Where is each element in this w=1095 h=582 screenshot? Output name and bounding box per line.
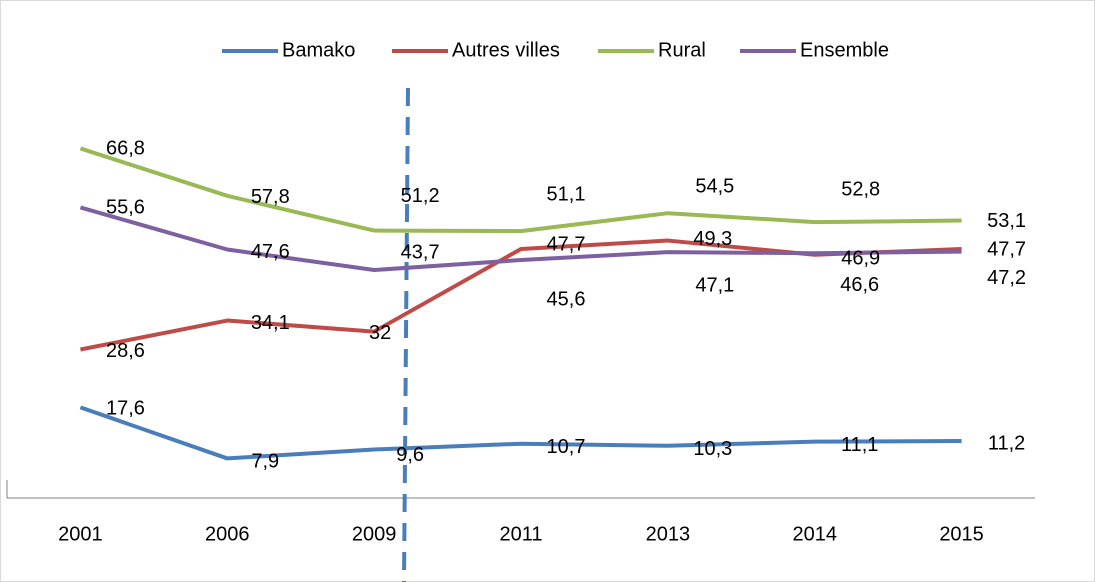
data-label: 51,1 bbox=[547, 183, 586, 205]
data-label: 54,5 bbox=[695, 175, 734, 197]
data-label: 46,9 bbox=[841, 247, 880, 269]
data-label: 11,1 bbox=[841, 434, 878, 456]
x-tick-label: 2006 bbox=[205, 523, 250, 545]
data-label: 47,2 bbox=[987, 267, 1026, 289]
data-label: 28,6 bbox=[106, 340, 145, 362]
data-label: 47,1 bbox=[695, 274, 734, 296]
data-label: 34,1 bbox=[251, 312, 290, 334]
data-label: 32 bbox=[369, 322, 391, 344]
data-label: 46,6 bbox=[840, 274, 879, 296]
data-label: 66,8 bbox=[106, 138, 145, 160]
data-label: 53,1 bbox=[987, 210, 1026, 232]
x-tick-label: 2014 bbox=[792, 523, 837, 545]
data-label: 17,6 bbox=[106, 398, 145, 420]
series-line bbox=[79, 146, 962, 234]
data-label: 52,8 bbox=[841, 178, 880, 200]
series-line bbox=[79, 205, 962, 273]
data-label: 10,3 bbox=[693, 438, 732, 460]
data-label: 43,7 bbox=[401, 241, 440, 263]
legend-label: Ensemble bbox=[800, 39, 889, 61]
legend-label: Autres villes bbox=[452, 39, 560, 61]
legend-label: Bamako bbox=[282, 39, 355, 61]
x-tick-label: 2001 bbox=[58, 523, 103, 545]
data-label: 47,6 bbox=[251, 241, 290, 263]
series-line bbox=[79, 405, 962, 461]
data-label: 10,7 bbox=[547, 436, 586, 458]
divider-dashed-line bbox=[402, 87, 410, 582]
legend-label: Rural bbox=[658, 39, 706, 61]
data-label: 51,2 bbox=[401, 185, 440, 207]
data-label: 11,2 bbox=[988, 432, 1025, 454]
data-label: 7,9 bbox=[251, 451, 279, 473]
data-label: 47,7 bbox=[547, 233, 586, 255]
data-label: 57,8 bbox=[251, 186, 290, 208]
data-label: 55,6 bbox=[106, 197, 145, 219]
data-label: 49,3 bbox=[693, 228, 732, 250]
x-tick-label: 2009 bbox=[352, 523, 397, 545]
x-tick-label: 2011 bbox=[499, 523, 542, 545]
x-tick-label: 2015 bbox=[939, 523, 984, 545]
data-label: 9,6 bbox=[396, 444, 424, 466]
data-label: 45,6 bbox=[547, 288, 586, 310]
x-tick-label: 2013 bbox=[646, 523, 691, 545]
data-label: 47,7 bbox=[987, 238, 1026, 260]
